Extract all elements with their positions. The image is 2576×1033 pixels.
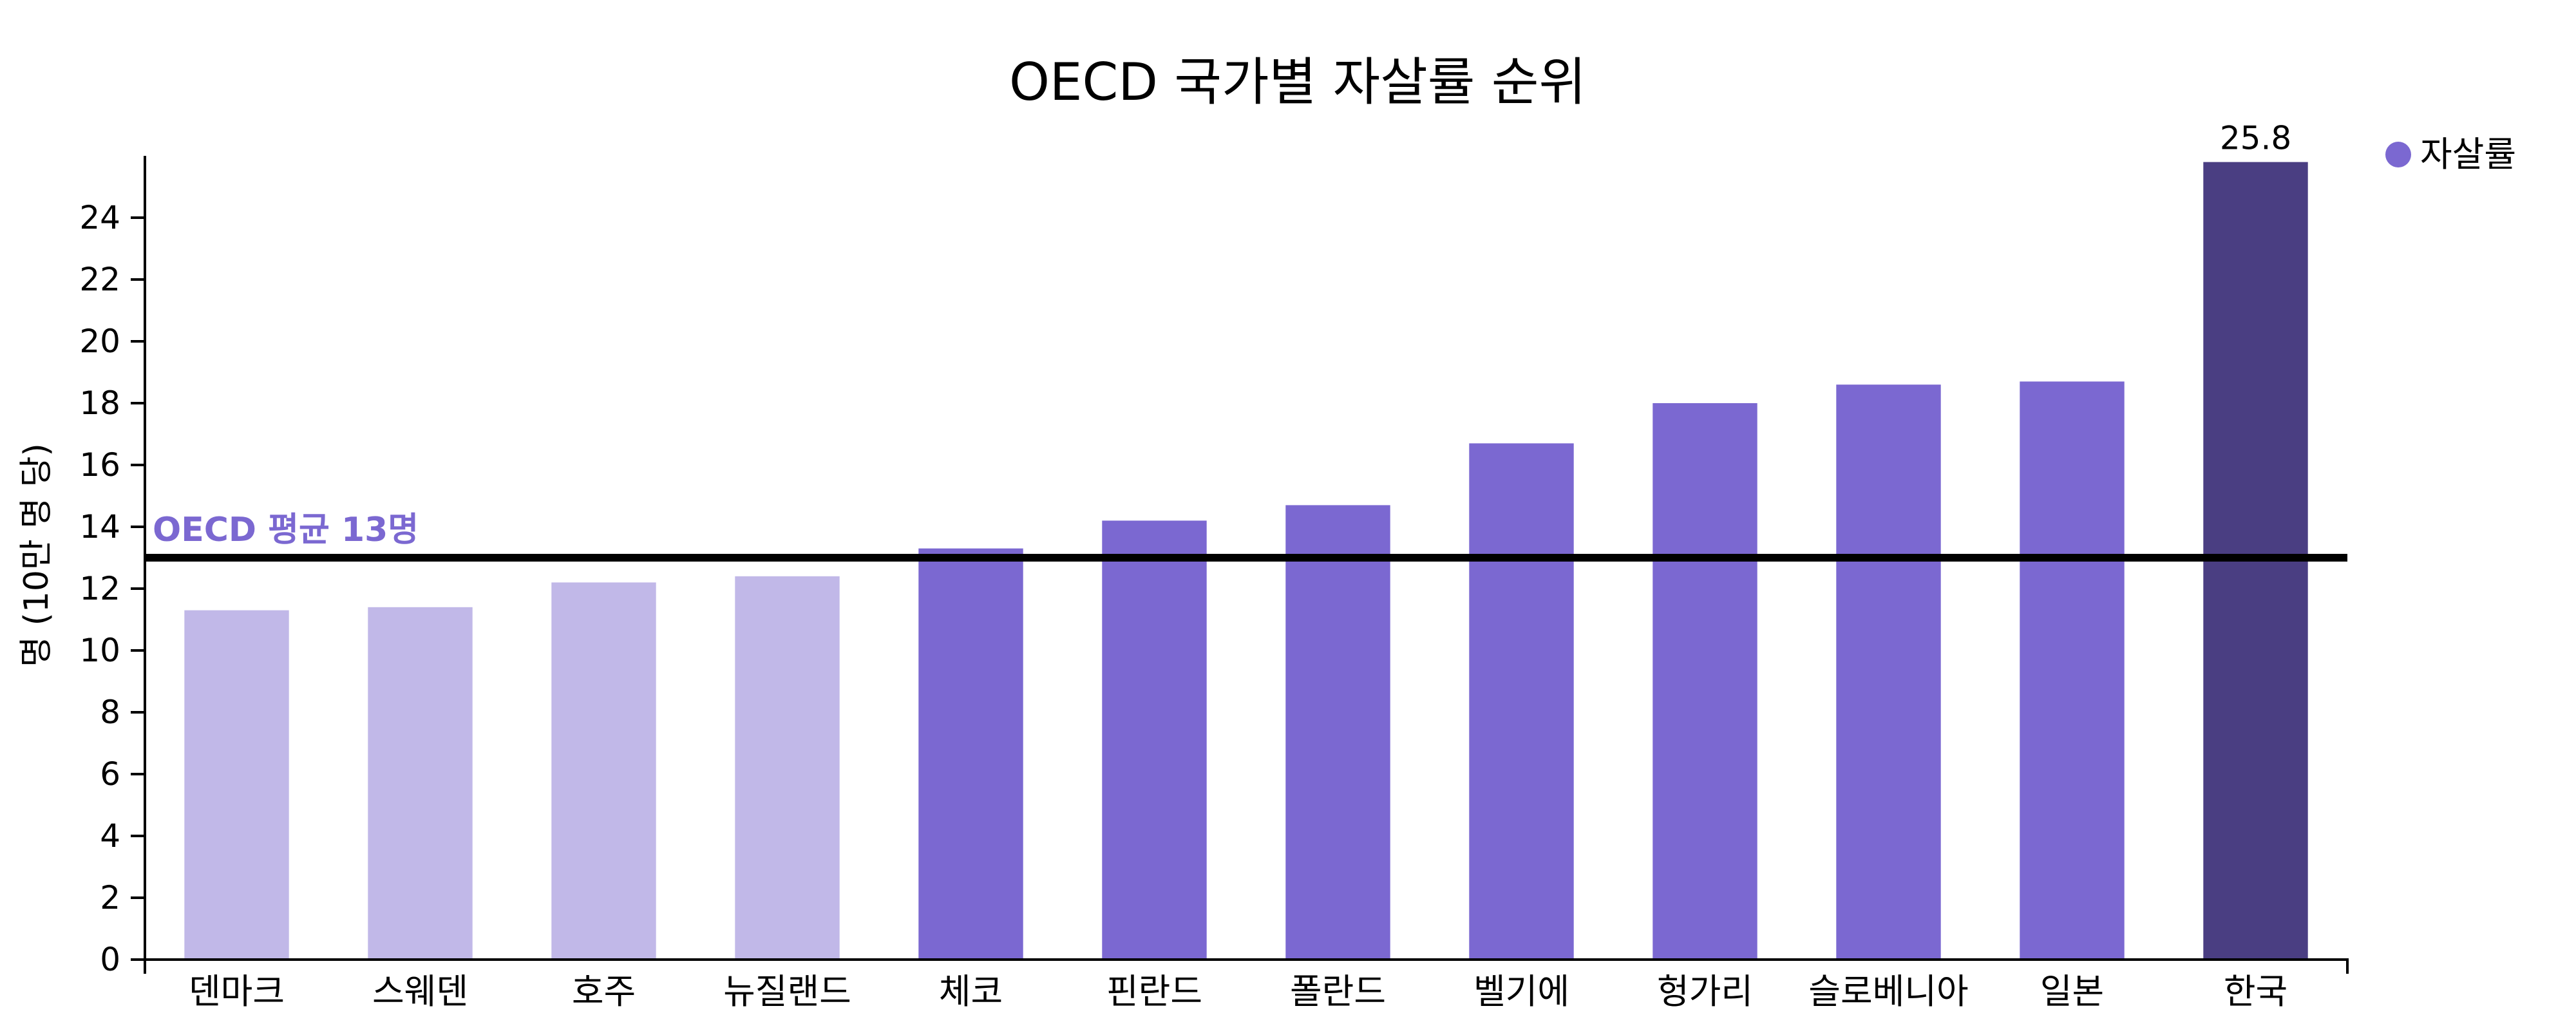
bar: [1469, 443, 1574, 960]
x-tick-label: 헝가리: [1657, 971, 1753, 1012]
x-tick-label: 덴마크: [189, 971, 285, 1012]
x-tick-label: 폴란드: [1290, 971, 1386, 1012]
y-tick-label: 10: [79, 632, 120, 669]
chart-title: OECD 국가별 자살률 순위: [1009, 52, 1586, 112]
y-tick-label: 4: [100, 817, 120, 855]
bar: [1653, 403, 1757, 960]
y-tick-label: 22: [79, 261, 120, 298]
bar: [1836, 384, 1941, 960]
y-tick-label: 0: [100, 941, 120, 978]
legend-label: 자살률: [2420, 134, 2516, 175]
x-tick-label: 스웨덴: [372, 971, 468, 1012]
y-tick-label: 12: [79, 570, 120, 607]
y-tick-label: 8: [100, 694, 120, 731]
x-tick-label: 체코: [939, 971, 1003, 1012]
y-axis-title: 명 (10만 명 당): [17, 443, 56, 667]
bar: [1102, 520, 1207, 960]
y-tick-label: 18: [79, 384, 120, 422]
bar: [2020, 381, 2125, 960]
legend: 자살률: [2385, 134, 2516, 175]
bar: [368, 607, 473, 960]
average-reference-label: OECD 평균 13명: [153, 511, 419, 549]
x-tick-label: 한국: [2224, 971, 2287, 1012]
x-tick-label: 호주: [572, 971, 636, 1012]
bar: [1285, 505, 1390, 960]
y-tick-label: 6: [100, 755, 120, 793]
bar: [551, 582, 656, 960]
bar: [918, 548, 1023, 960]
x-tick-label: 일본: [2040, 971, 2104, 1012]
x-tick-label: 핀란드: [1106, 971, 1202, 1012]
x-tick-label: 벨기에: [1473, 971, 1569, 1012]
y-tick-label: 24: [79, 199, 120, 236]
y-tick-label: 2: [100, 879, 120, 916]
y-tick-label: 20: [79, 323, 120, 360]
bar: [184, 610, 289, 960]
legend-marker: [2385, 142, 2411, 167]
data-label: 25.8: [2220, 120, 2291, 157]
y-tick-label: 14: [79, 508, 120, 545]
bar: [735, 576, 840, 960]
x-tick-label: 뉴질랜드: [723, 971, 851, 1012]
y-tick-label: 16: [79, 446, 120, 484]
x-tick-label: 슬로베니아: [1808, 971, 1968, 1012]
